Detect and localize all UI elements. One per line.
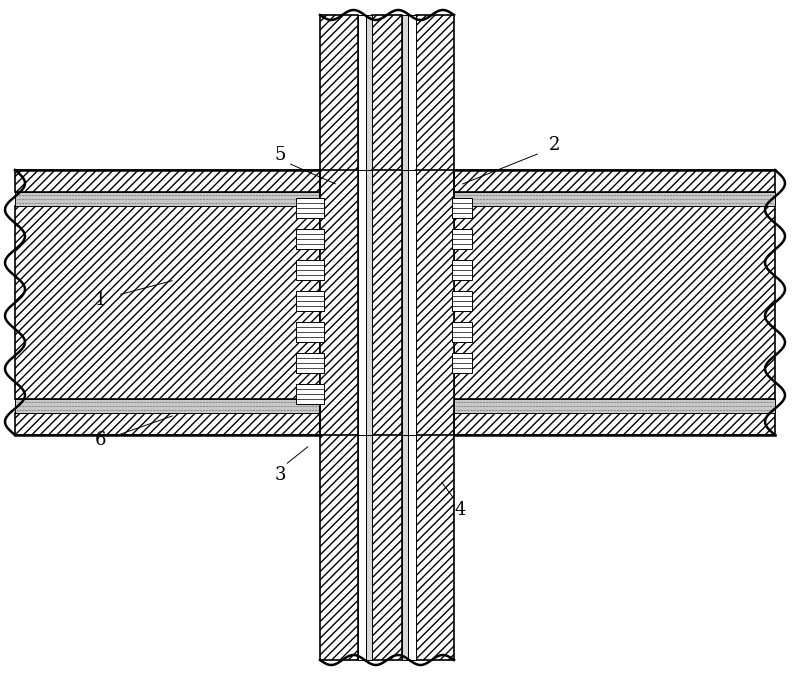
Bar	[296, 198, 324, 218]
Bar	[358, 15, 366, 660]
Bar	[416, 170, 454, 435]
Bar	[320, 170, 358, 435]
Bar	[452, 291, 472, 311]
Text: 6: 6	[94, 431, 106, 449]
Bar	[296, 322, 324, 342]
Bar	[408, 170, 416, 435]
Bar	[15, 399, 320, 413]
Bar	[358, 170, 366, 435]
Bar	[296, 291, 324, 311]
Bar	[372, 15, 402, 660]
Bar	[452, 198, 472, 218]
Bar	[452, 229, 472, 249]
Bar	[296, 229, 324, 249]
Bar	[452, 322, 472, 342]
Text: 3: 3	[274, 466, 286, 484]
Bar	[402, 170, 408, 435]
Bar	[15, 413, 320, 435]
Bar	[296, 353, 324, 373]
Bar	[454, 399, 775, 413]
Text: 4: 4	[454, 501, 466, 519]
Text: 1: 1	[94, 291, 106, 309]
Bar	[452, 260, 472, 280]
Bar	[454, 206, 775, 399]
Bar	[320, 15, 358, 660]
Polygon shape	[15, 206, 320, 399]
Bar	[454, 192, 775, 206]
Bar	[372, 170, 402, 435]
Bar	[296, 260, 324, 280]
Bar	[454, 170, 775, 192]
Bar	[366, 15, 372, 660]
Bar	[366, 170, 372, 435]
Bar	[402, 15, 408, 660]
Text: 2: 2	[550, 136, 561, 154]
Bar	[15, 192, 320, 206]
Bar	[454, 413, 775, 435]
Bar	[416, 15, 454, 660]
Bar	[452, 353, 472, 373]
Bar	[15, 170, 320, 192]
Bar	[408, 15, 416, 660]
Text: 5: 5	[274, 146, 286, 164]
Bar	[296, 384, 324, 404]
